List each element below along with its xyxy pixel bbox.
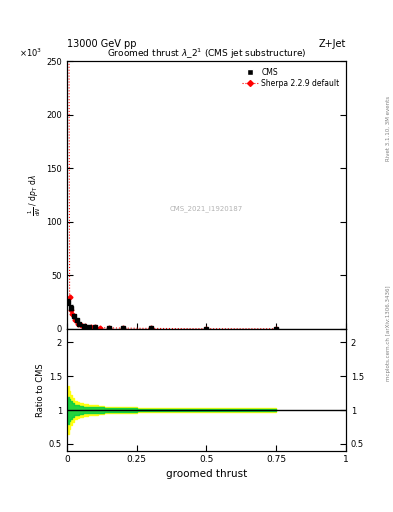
Text: CMS_2021_I1920187: CMS_2021_I1920187 (170, 205, 243, 212)
Y-axis label: $\frac{1}{\mathrm{d}N}$ / $\mathrm{d}p_\mathrm{T}$ $\mathrm{d}\lambda$: $\frac{1}{\mathrm{d}N}$ / $\mathrm{d}p_\… (27, 174, 43, 216)
Text: Z+Jet: Z+Jet (318, 38, 346, 49)
Y-axis label: Ratio to CMS: Ratio to CMS (36, 363, 45, 417)
Text: Rivet 3.1.10, 3M events: Rivet 3.1.10, 3M events (386, 95, 391, 161)
Text: mcplots.cern.ch [arXiv:1306.3436]: mcplots.cern.ch [arXiv:1306.3436] (386, 285, 391, 380)
Text: 13000 GeV pp: 13000 GeV pp (67, 38, 136, 49)
Legend: CMS, Sherpa 2.2.9 default: CMS, Sherpa 2.2.9 default (240, 65, 342, 90)
Text: $\times 10^3$: $\times 10^3$ (19, 47, 42, 59)
X-axis label: groomed thrust: groomed thrust (166, 468, 247, 479)
Title: Groomed thrust $\lambda\_2^1$ (CMS jet substructure): Groomed thrust $\lambda\_2^1$ (CMS jet s… (107, 47, 306, 61)
